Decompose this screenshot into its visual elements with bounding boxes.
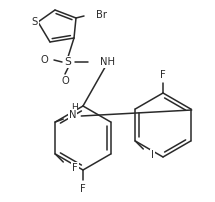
Text: N: N	[69, 110, 76, 120]
Text: Br: Br	[96, 10, 107, 20]
Text: H: H	[71, 102, 78, 112]
Text: F: F	[72, 163, 78, 173]
Text: O: O	[40, 55, 48, 65]
Text: S: S	[64, 57, 71, 67]
Text: O: O	[61, 76, 69, 86]
Text: F: F	[80, 184, 86, 194]
Text: S: S	[32, 17, 38, 27]
Text: I: I	[151, 150, 154, 160]
Text: NH: NH	[100, 57, 115, 67]
Text: F: F	[160, 70, 166, 80]
